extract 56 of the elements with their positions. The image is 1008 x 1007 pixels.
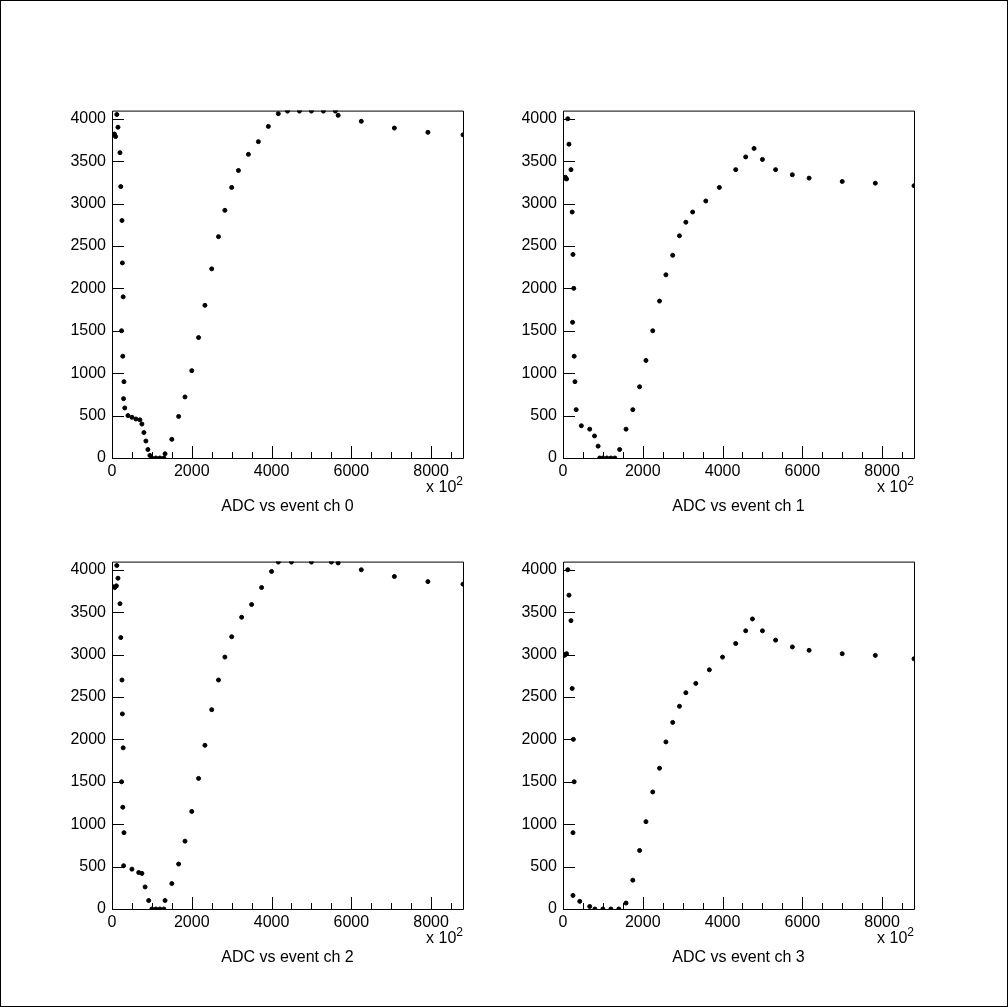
x-tick-label: 8000 — [413, 913, 449, 931]
y-tick-label: 1000 — [70, 363, 107, 381]
y-tick-label: 2000 — [70, 278, 107, 296]
y-tick-label: 1000 — [521, 363, 558, 381]
y-tick-label: 1000 — [521, 814, 558, 832]
y-tick-label: 3500 — [521, 602, 558, 620]
y-tick-label: 3000 — [521, 644, 558, 662]
x-tick-label: 4000 — [704, 913, 741, 931]
y-tick-label: 1000 — [70, 814, 107, 832]
y-tick-label: 1500 — [70, 321, 107, 339]
y-tick-label: 2000 — [521, 278, 558, 296]
x-tick-label: 6000 — [784, 913, 821, 931]
x-tick-label: 4000 — [704, 462, 741, 480]
y-tick-label: 0 — [97, 899, 107, 917]
y-tick-label: 3000 — [70, 644, 107, 662]
y-tick-label: 0 — [97, 448, 107, 466]
x-tick-label: 6000 — [784, 462, 821, 480]
x-tick-label: 4000 — [253, 462, 290, 480]
y-tick-label: 0 — [548, 448, 558, 466]
y-tick-label: 3500 — [521, 151, 558, 169]
x-tick-label: 4000 — [253, 913, 290, 931]
y-tick-label: 500 — [530, 406, 558, 423]
x-tick-label: 2000 — [624, 462, 661, 480]
x-axis-title: ADC vs event ch 2 — [221, 947, 354, 965]
y-tick-label: 2500 — [70, 687, 107, 705]
x-tick-label: 8000 — [864, 913, 900, 931]
y-tick-label: 1500 — [521, 772, 558, 790]
x-axis-title: ADC vs event ch 0 — [221, 496, 354, 514]
x-tick-label: 2000 — [173, 913, 210, 931]
y-tick-label: 3500 — [70, 602, 107, 620]
y-tick-label: 500 — [79, 857, 107, 874]
x-tick-label: 2000 — [624, 913, 661, 931]
x-axis-title: ADC vs event ch 1 — [672, 496, 805, 514]
y-tick-label: 3000 — [70, 193, 107, 211]
y-tick-label: 3500 — [70, 151, 107, 169]
x-axis-title: ADC vs event ch 3 — [672, 947, 805, 965]
y-tick-label: 4000 — [70, 560, 107, 578]
y-tick-label: 4000 — [521, 560, 558, 578]
y-tick-label: 3000 — [521, 193, 558, 211]
y-tick-label: 4000 — [521, 109, 558, 127]
y-tick-label: 2500 — [521, 236, 558, 254]
y-tick-label: 2000 — [521, 729, 558, 747]
y-tick-label: 2500 — [70, 236, 107, 254]
y-tick-label: 1500 — [70, 772, 107, 790]
x-tick-label: 8000 — [413, 462, 449, 480]
y-tick-label: 0 — [548, 899, 558, 917]
y-tick-label: 1500 — [521, 321, 558, 339]
y-tick-label: 4000 — [70, 109, 107, 127]
y-tick-label: 2500 — [521, 687, 558, 705]
y-tick-label: 2000 — [70, 729, 107, 747]
x-tick-label: 2000 — [173, 462, 210, 480]
y-tick-label: 500 — [530, 857, 558, 874]
y-tick-label: 500 — [79, 406, 107, 423]
x-tick-label: 6000 — [333, 462, 370, 480]
x-tick-label: 8000 — [864, 462, 900, 480]
x-tick-label: 6000 — [333, 913, 370, 931]
